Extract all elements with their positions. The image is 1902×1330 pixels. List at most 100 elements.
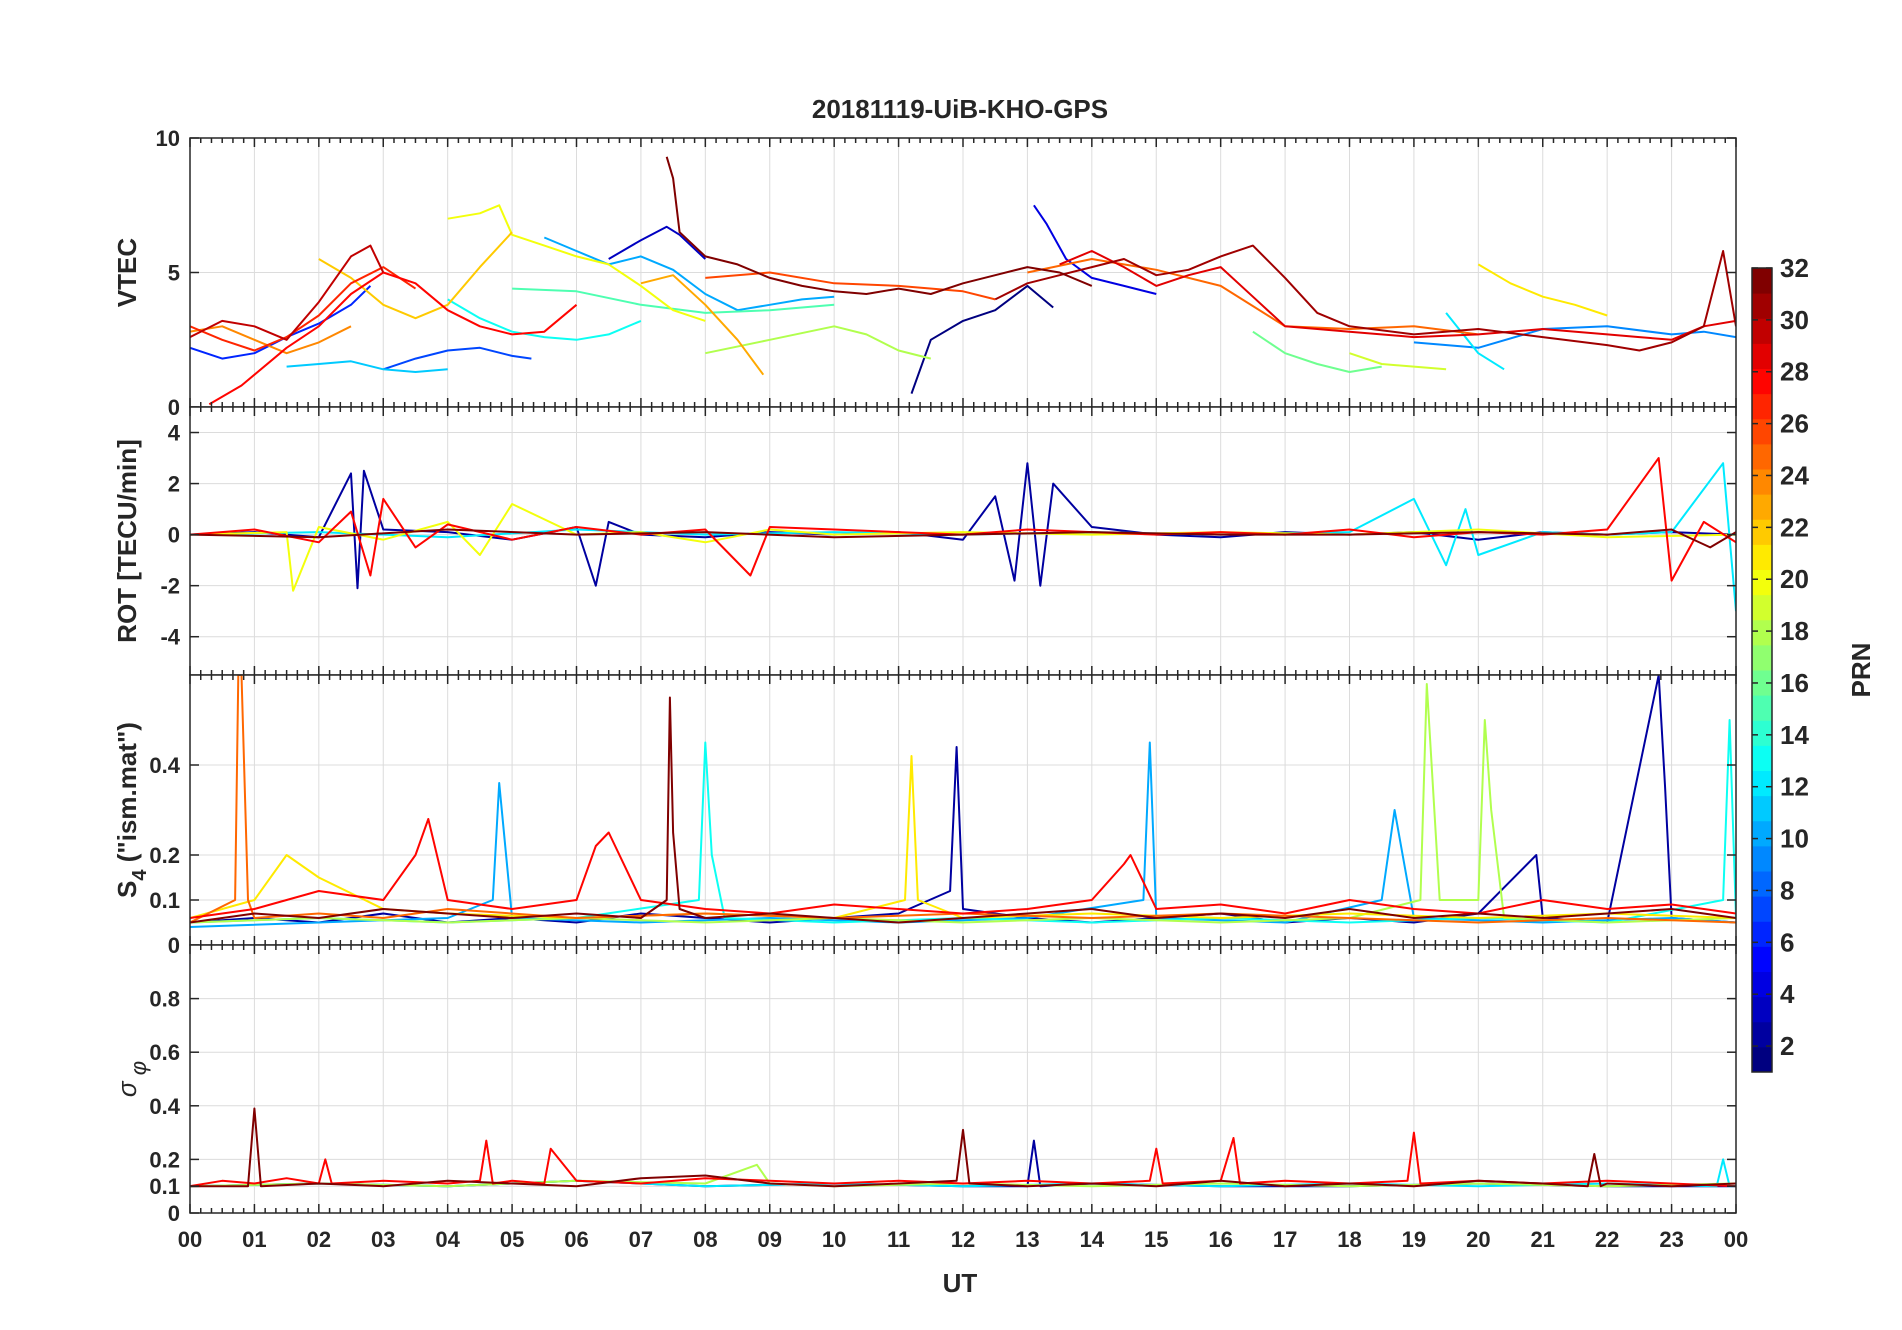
colorbar-band [1752,820,1772,847]
x-tick-label: 02 [307,1227,331,1252]
x-tick-label: 09 [758,1227,782,1252]
series-prn-3 [608,225,706,260]
series-prn-4 [1033,204,1157,295]
colorbar-tick-label: 22 [1780,512,1809,542]
y-axis-label-vtec: VTEC [112,238,142,308]
colorbar-band [1752,594,1772,621]
colorbar-tick-label: 10 [1780,824,1809,854]
x-tick-label: 04 [435,1227,460,1252]
colorbar-band [1752,293,1772,319]
series-prn-22 [318,231,513,320]
y-tick-label: 0 [168,1201,180,1226]
colorbar-band [1752,695,1772,721]
colorbar-band [1752,494,1772,520]
series-prn-32 [190,528,1736,549]
colorbar-band [1752,644,1772,671]
y-axis-label-rot: ROT [TECU/min] [112,439,142,643]
colorbar-tick-label: 16 [1780,668,1809,698]
series-prn-28 [190,1131,1736,1188]
x-tick-label: 11 [887,1227,910,1252]
colorbar-tick-label: 12 [1780,772,1809,802]
colorbar-label: PRN [1846,643,1876,698]
x-tick-label: 14 [1080,1227,1105,1252]
colorbar-band [1752,1021,1772,1048]
y-tick-label: 4 [168,421,181,446]
series-prn-10 [543,236,835,312]
colorbar-band [1752,519,1772,545]
x-axis-label: UT [943,1268,978,1298]
y-tick-label: -2 [160,574,180,599]
colorbar-band [1752,393,1772,420]
series-prn-9 [1413,325,1736,349]
x-tick-label: 05 [500,1227,524,1252]
series-prn-21 [1477,263,1608,317]
series-prn-25 [190,675,1736,924]
colorbar-tick-label: 8 [1780,875,1794,905]
colorbar-band [1752,469,1772,495]
x-tick-label: 12 [951,1227,975,1252]
y-axis-label-s4: S4 ("ism.mat") [112,722,151,898]
colorbar-tick-label: 20 [1780,564,1809,594]
series-prn-19 [1349,352,1447,371]
y-tick-label: 0.6 [149,1040,180,1065]
colorbar-band [1752,268,1772,294]
colorbar-band [1752,896,1772,922]
colorbar-band [1752,418,1772,445]
colorbar-tick-label: 24 [1780,460,1809,490]
x-tick-label: 07 [629,1227,653,1252]
x-tick-label: 03 [371,1227,395,1252]
colorbar-tick-label: 2 [1780,1031,1794,1061]
colorbar-tick-label: 18 [1780,616,1809,646]
colorbar-tick-label: 14 [1780,720,1809,750]
x-tick-label: 08 [693,1227,717,1252]
panel-sigma-phi-series [190,1107,1736,1188]
colorbar-band [1752,996,1772,1023]
y-tick-label: 2 [168,472,180,497]
colorbar-band [1752,318,1772,344]
series-prn-18 [705,325,932,360]
colorbar-band [1752,368,1772,395]
series-prn-20 [447,204,706,322]
x-tick-label: 17 [1273,1227,1297,1252]
series-prn-2 [190,675,1736,924]
series-prn-24 [190,325,352,355]
y-tick-label: 0.2 [149,843,180,868]
colorbar-tick-label: 26 [1780,409,1809,439]
colorbar-band [1752,619,1772,646]
colorbar-band [1752,1046,1772,1073]
y-tick-label: 0.8 [149,987,180,1012]
series-prn-28 [208,271,578,406]
colorbar-band [1752,443,1772,470]
y-tick-label: 0.4 [149,1094,180,1119]
y-tick-label: 0 [168,523,180,548]
panel-rot: -4 -2 0 2 4 ROT [TECU/min] [112,406,1737,676]
panel-s4-series [190,675,1736,928]
series-prn-12 [1445,312,1505,371]
x-tick-label: 21 [1531,1227,1555,1252]
x-tick-label: 23 [1659,1227,1683,1252]
colorbar-tick-label: 30 [1780,305,1809,335]
panel-vtec: 0 5 10 VTEC [112,126,1737,420]
chart-title: 20181119-UiB-KHO-GPS [812,94,1108,124]
colorbar-band [1752,569,1772,596]
y-axis-label-sigma-phi: σ φ [112,1061,151,1097]
colorbar-tick-label: 4 [1780,979,1795,1009]
y-tick-label: 10 [156,126,180,151]
series-prn-27 [190,266,417,352]
colorbar-band [1752,921,1772,947]
x-tick-label: 00 [178,1227,202,1252]
series-prn-23 [640,274,765,376]
colorbar-band [1752,770,1772,797]
series-prn-15 [512,287,835,314]
x-tick-label: 10 [822,1227,846,1252]
colorbar-frame [1751,267,1773,1073]
x-tick-label: 18 [1337,1227,1361,1252]
colorbar-band [1752,544,1772,570]
series-prn-32 [190,696,1736,924]
x-tick-label: 00 [1724,1227,1748,1252]
y-tick-label: 0.1 [149,1174,180,1199]
x-tick-label: 22 [1595,1227,1619,1252]
colorbar-band [1752,343,1772,369]
series-prn-7 [382,346,532,371]
series-prn-30 [190,244,385,341]
